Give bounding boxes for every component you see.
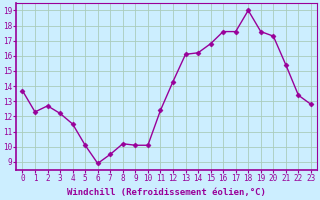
X-axis label: Windchill (Refroidissement éolien,°C): Windchill (Refroidissement éolien,°C): [67, 188, 266, 197]
